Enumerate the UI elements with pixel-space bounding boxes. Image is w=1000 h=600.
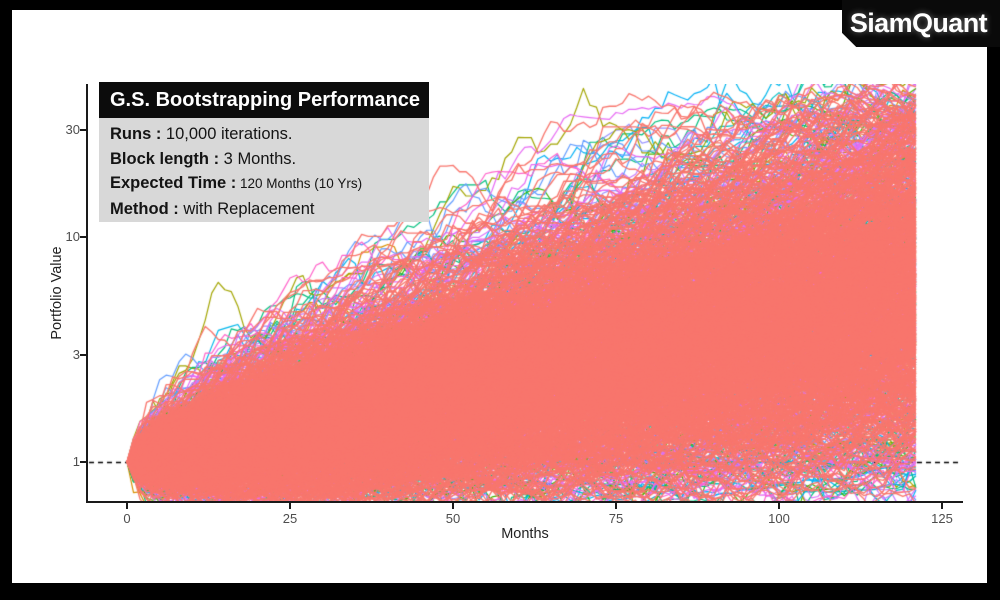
x-tick-label: 0 [123,511,131,526]
x-tick-label: 25 [282,511,298,526]
x-tick-mark [126,503,128,509]
info-row: Runs : 10,000 iterations. [110,125,293,143]
y-tick-mark [80,461,86,463]
info-box: G.S. Bootstrapping Performance Runs : 10… [99,82,429,222]
info-box-title: G.S. Bootstrapping Performance [99,82,429,118]
y-tick-mark [80,353,86,356]
y-tick-mark [80,236,86,239]
x-tick-label: 125 [931,511,953,526]
x-tick-mark [778,503,780,509]
y-axis-title: Portfolio Value [49,246,65,340]
info-box-body: Runs : 10,000 iterations. Block length : … [99,118,429,222]
info-row: Expected Time : 120 Months (10 Yrs) [110,174,363,192]
y-tick-label: 3 [72,346,80,362]
y-tick-mark [80,128,86,131]
x-tick-mark [452,503,454,509]
x-tick-mark [289,503,291,509]
x-tick-label: 75 [608,511,624,526]
siamquant-logo: SiamQuant [842,0,1000,47]
y-tick-label: 10 [65,229,80,245]
y-axis-line [86,84,88,503]
x-tick-label: 50 [445,511,461,526]
x-axis-title: Months [501,526,549,542]
x-tick-label: 100 [768,511,790,526]
info-row: Block length : 3 Months. [110,149,297,168]
y-tick-label: 30 [65,121,80,137]
siamquant-logo-text: SiamQuant [849,8,988,38]
x-tick-mark [941,503,943,509]
info-row: Method : with Replacement [110,199,315,218]
x-axis-line [86,501,963,503]
y-tick-label: 1 [72,454,80,469]
x-tick-mark [615,503,617,509]
